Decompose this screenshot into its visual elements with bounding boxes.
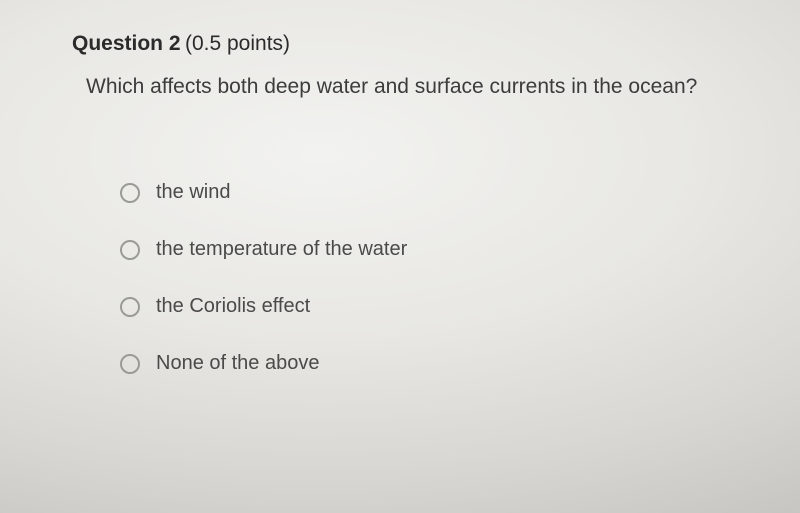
question-prompt: Which affects both deep water and surfac… xyxy=(86,72,740,101)
option-label: the Coriolis effect xyxy=(156,295,310,318)
option-row[interactable]: the Coriolis effect xyxy=(120,295,740,318)
option-label: the temperature of the water xyxy=(156,238,407,261)
options-group: the wind the temperature of the water th… xyxy=(120,181,740,375)
option-row[interactable]: the wind xyxy=(120,181,740,204)
radio-icon[interactable] xyxy=(120,297,140,317)
question-number: Question 2 xyxy=(72,32,181,55)
question-header: Question 2 (0.5 points) xyxy=(72,32,740,56)
question-points: (0.5 points) xyxy=(185,32,290,55)
radio-icon[interactable] xyxy=(120,354,140,374)
option-label: None of the above xyxy=(156,352,319,375)
radio-icon[interactable] xyxy=(120,183,140,203)
option-label: the wind xyxy=(156,181,231,204)
option-row[interactable]: None of the above xyxy=(120,352,740,375)
option-row[interactable]: the temperature of the water xyxy=(120,238,740,261)
radio-icon[interactable] xyxy=(120,240,140,260)
